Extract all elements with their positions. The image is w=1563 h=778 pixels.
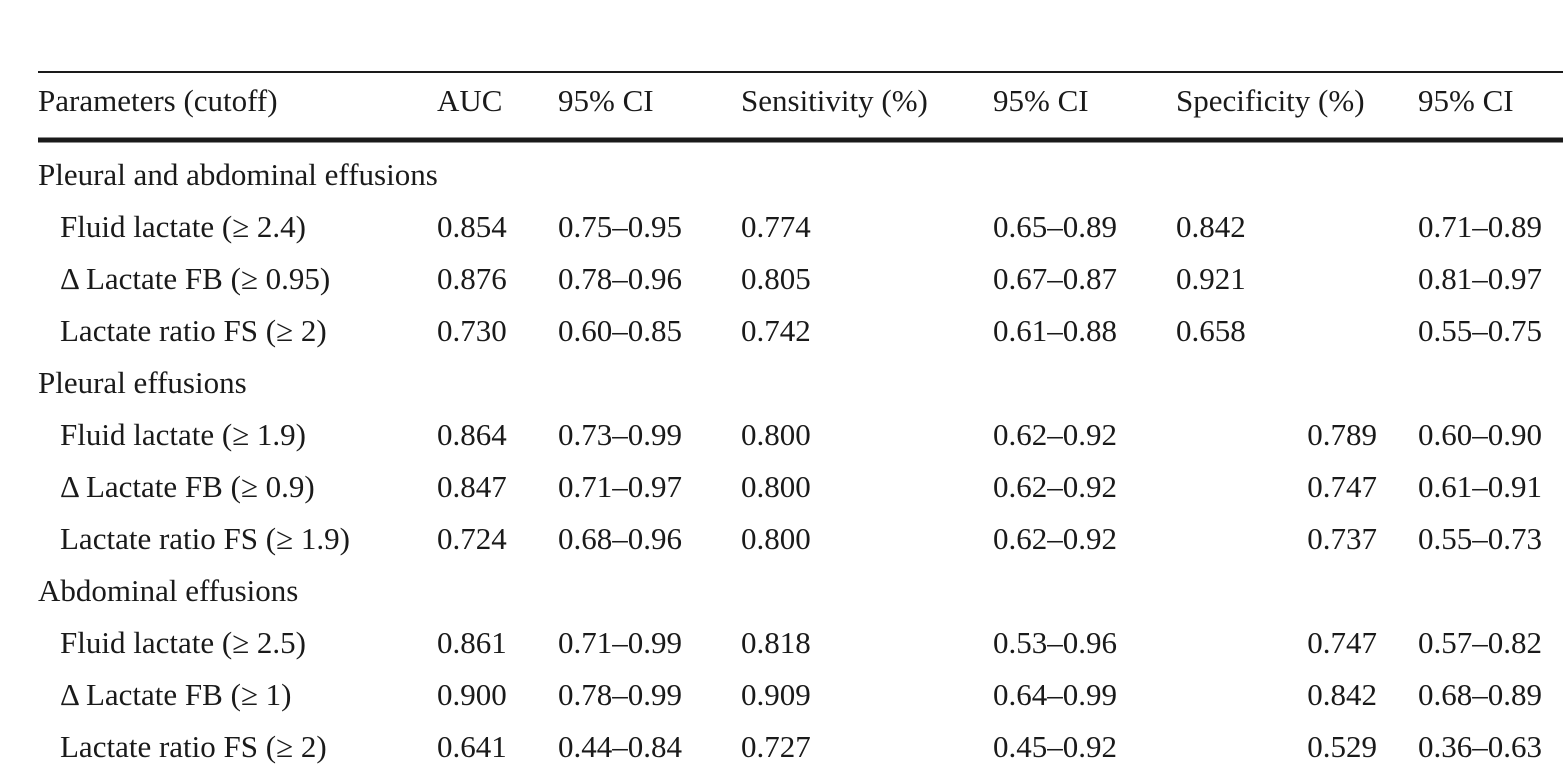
- cell: 0.60–0.85: [558, 313, 682, 348]
- cell: 0.71–0.99: [558, 625, 682, 660]
- row-label: Fluid lactate (≥ 2.5): [60, 625, 306, 660]
- cell: 0.854: [437, 209, 507, 244]
- cell: 0.36–0.63: [1418, 729, 1542, 764]
- cell: 0.55–0.73: [1418, 521, 1542, 556]
- row-label: Δ Lactate FB (≥ 0.9): [60, 469, 315, 504]
- cell: 0.65–0.89: [993, 209, 1117, 244]
- row-label: Δ Lactate FB (≥ 1): [60, 677, 292, 712]
- cell: 0.800: [741, 469, 811, 504]
- cell: 0.53–0.96: [993, 625, 1117, 660]
- cell: 0.73–0.99: [558, 417, 682, 452]
- cell: 0.800: [741, 521, 811, 556]
- cell: 0.861: [437, 625, 507, 660]
- header-cell: AUC: [437, 83, 502, 118]
- row-label: Δ Lactate FB (≥ 0.95): [60, 261, 330, 296]
- cell: 0.68–0.89: [1418, 677, 1542, 712]
- cell: 0.842: [1176, 209, 1246, 244]
- cell: 0.864: [437, 417, 507, 452]
- cell: 0.64–0.99: [993, 677, 1117, 712]
- cell: 0.800: [741, 417, 811, 452]
- cell: 0.75–0.95: [558, 209, 682, 244]
- cell: 0.62–0.92: [993, 469, 1117, 504]
- header-cell: Sensitivity (%): [741, 83, 928, 118]
- cell: 0.774: [741, 209, 811, 244]
- cell: 0.71–0.97: [558, 469, 682, 504]
- cell: 0.842: [1307, 677, 1377, 712]
- cell: 0.68–0.96: [558, 521, 682, 556]
- group-title: Pleural and abdominal effusions: [38, 157, 438, 192]
- row-label: Lactate ratio FS (≥ 2): [60, 313, 327, 348]
- header-cell: Specificity (%): [1176, 83, 1365, 118]
- row-label: Fluid lactate (≥ 1.9): [60, 417, 306, 452]
- cell: 0.747: [1307, 625, 1377, 660]
- cell: 0.900: [437, 677, 507, 712]
- cell: 0.737: [1307, 521, 1377, 556]
- row-label: Lactate ratio FS (≥ 2): [60, 729, 327, 764]
- cell: 0.62–0.92: [993, 521, 1117, 556]
- cell: 0.78–0.96: [558, 261, 682, 296]
- cell: 0.805: [741, 261, 811, 296]
- cell: 0.60–0.90: [1418, 417, 1542, 452]
- cell: 0.921: [1176, 261, 1246, 296]
- cell: 0.529: [1307, 729, 1377, 764]
- cell: 0.55–0.75: [1418, 313, 1542, 348]
- cell: 0.789: [1307, 417, 1377, 452]
- cell: 0.57–0.82: [1418, 625, 1542, 660]
- row-label: Fluid lactate (≥ 2.4): [60, 209, 306, 244]
- cell: 0.78–0.99: [558, 677, 682, 712]
- cell: 0.727: [741, 729, 811, 764]
- cell: 0.61–0.88: [993, 313, 1117, 348]
- cell: 0.818: [741, 625, 811, 660]
- header-cell: Parameters (cutoff): [38, 83, 278, 118]
- header-cell: 95% CI: [558, 83, 654, 118]
- cell: 0.67–0.87: [993, 261, 1117, 296]
- cell: 0.71–0.89: [1418, 209, 1542, 244]
- group-title: Abdominal effusions: [38, 573, 298, 608]
- cell: 0.876: [437, 261, 507, 296]
- cell: 0.45–0.92: [993, 729, 1117, 764]
- cell: 0.724: [437, 521, 507, 556]
- cell: 0.742: [741, 313, 811, 348]
- cell: 0.81–0.97: [1418, 261, 1542, 296]
- row-label: Lactate ratio FS (≥ 1.9): [60, 521, 350, 556]
- cell: 0.62–0.92: [993, 417, 1117, 452]
- cell: 0.847: [437, 469, 507, 504]
- header-cell: 95% CI: [993, 83, 1089, 118]
- cell: 0.61–0.91: [1418, 469, 1542, 504]
- cell: 0.747: [1307, 469, 1377, 504]
- group-title: Pleural effusions: [38, 365, 247, 400]
- cell: 0.44–0.84: [558, 729, 683, 764]
- header-cell: 95% CI: [1418, 83, 1514, 118]
- cell: 0.909: [741, 677, 811, 712]
- cell: 0.730: [437, 313, 507, 348]
- cell: 0.658: [1176, 313, 1246, 348]
- cell: 0.641: [437, 729, 507, 764]
